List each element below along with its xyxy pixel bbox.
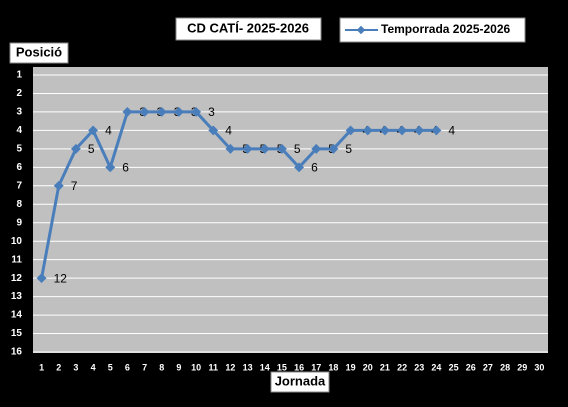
marker <box>294 162 305 173</box>
x-tick-label: 12 <box>225 362 235 372</box>
x-tick-label: 18 <box>328 362 338 372</box>
y-tick-label: 10 <box>11 236 23 247</box>
marker <box>156 106 167 117</box>
data-label: 12 <box>54 271 68 285</box>
marker <box>328 143 339 154</box>
marker <box>259 143 270 154</box>
x-tick-label: 19 <box>346 362 356 372</box>
marker <box>105 162 116 173</box>
y-axis-title: Posició <box>16 44 62 59</box>
x-tick-label: 6 <box>125 362 130 372</box>
x-tick-label: 28 <box>500 362 510 372</box>
marker <box>139 106 150 117</box>
x-axis-title: Jornada <box>275 373 326 388</box>
y-tick-label: 16 <box>11 347 23 358</box>
data-label: 4 <box>105 124 112 138</box>
x-tick-label: 23 <box>414 362 424 372</box>
x-title-box <box>270 371 330 393</box>
x-tick-label: 30 <box>534 362 544 372</box>
marker <box>311 143 322 154</box>
x-tick-label: 7 <box>142 362 147 372</box>
y-tick-label: 7 <box>16 180 22 191</box>
data-label: 3 <box>208 105 215 119</box>
y-tick-label: 15 <box>11 328 23 339</box>
y-tick-label: 9 <box>16 217 22 228</box>
x-tick-label: 15 <box>277 362 287 372</box>
x-tick-label: 14 <box>260 362 270 372</box>
marker <box>276 143 287 154</box>
x-tick-label: 10 <box>191 362 201 372</box>
data-label: 5 <box>345 142 352 156</box>
y-tick-label: 4 <box>16 125 22 136</box>
chart-title: CD CATÍ- 2025-2026 <box>187 20 309 35</box>
y-tick-label: 2 <box>16 88 22 99</box>
x-tick-label: 13 <box>243 362 253 372</box>
x-tick-label: 11 <box>208 362 218 372</box>
x-tick-label: 22 <box>397 362 407 372</box>
x-tick-label: 17 <box>311 362 321 372</box>
legend-label: Temporrada 2025-2026 <box>381 22 511 36</box>
data-label: 5 <box>294 142 301 156</box>
x-tick-label: 8 <box>159 362 164 372</box>
x-tick-label: 16 <box>294 362 304 372</box>
marker <box>70 143 81 154</box>
x-tick-label: 25 <box>449 362 459 372</box>
x-tick-label: 20 <box>363 362 373 372</box>
y-tick-label: 3 <box>16 107 22 118</box>
y-tick-label: 6 <box>16 162 22 173</box>
y-tick-label: 5 <box>16 144 22 155</box>
marker <box>191 106 202 117</box>
x-tick-label: 21 <box>380 362 390 372</box>
data-label: 5 <box>88 142 95 156</box>
x-tick-label: 3 <box>73 362 78 372</box>
x-tick-label: 1 <box>39 362 44 372</box>
data-label: 4 <box>448 124 455 138</box>
x-tick-label: 2 <box>56 362 61 372</box>
data-label: 4 <box>225 124 232 138</box>
data-label: 7 <box>71 179 78 193</box>
x-tick-label: 24 <box>431 362 441 372</box>
data-label: 6 <box>122 161 129 175</box>
marker <box>53 180 64 191</box>
y-tick-label: 1 <box>16 70 22 81</box>
data-label: 6 <box>311 161 318 175</box>
x-tick-label: 29 <box>517 362 527 372</box>
y-tick-label: 12 <box>11 273 23 284</box>
x-tick-label: 27 <box>483 362 493 372</box>
legend-marker <box>356 25 366 35</box>
marker <box>225 143 236 154</box>
marker <box>173 106 184 117</box>
title-box <box>175 17 322 41</box>
y-tick-label: 11 <box>11 254 22 265</box>
y-tick-label: 8 <box>16 199 22 210</box>
y-title-box <box>9 42 69 64</box>
x-tick-label: 5 <box>108 362 113 372</box>
marker <box>242 143 253 154</box>
x-tick-label: 9 <box>176 362 181 372</box>
y-tick-label: 13 <box>11 291 23 302</box>
plot-area <box>33 67 548 353</box>
x-tick-label: 4 <box>91 362 96 372</box>
y-tick-label: 14 <box>11 310 23 321</box>
x-tick-label: 26 <box>466 362 476 372</box>
